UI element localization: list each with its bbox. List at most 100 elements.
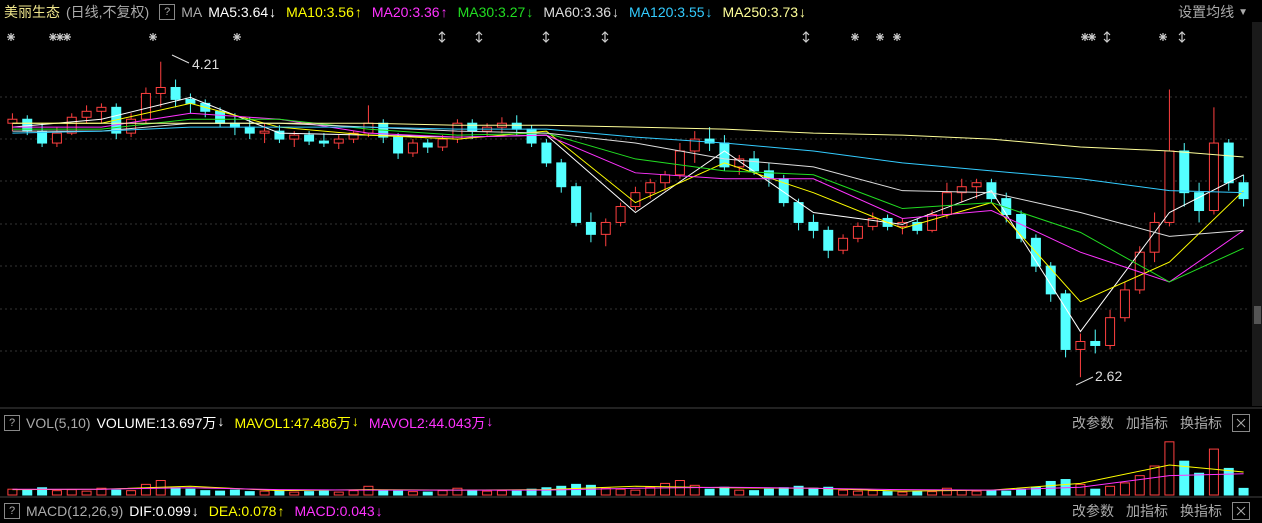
volume-bar [511,490,522,496]
scroll-thumb[interactable] [1254,306,1261,324]
candle-body [927,213,938,231]
volume-bar [452,487,463,496]
annotation-arrow [1075,376,1094,386]
help-button[interactable]: ? [4,415,20,431]
button[interactable]: 加指标 [1126,415,1168,431]
candle-body [185,98,196,104]
volume-bar [882,491,893,496]
legend-label: DEA:0.078 [208,503,277,519]
vol-header: ? VOL(5,10) VOLUME:13.697万 ↓ MAVOL1:47.486… [0,412,509,434]
volume-bar [912,490,923,496]
button[interactable]: 改参数 [1072,415,1114,431]
star-icon [1088,33,1096,41]
candle-body [1208,142,1219,212]
candle-body [674,150,685,176]
candle-body [1105,317,1116,346]
macd-header: ? MACD(12,26,9) DIF:0.099 ↓ DEA:0.078 ↑ MACD… [0,500,399,522]
volume-bar [437,490,448,496]
button[interactable]: 加指标 [1126,503,1168,519]
volume-bar [541,487,552,496]
volume-bar [615,488,626,496]
candle-body [274,130,285,140]
scrollbar[interactable] [1252,22,1262,406]
volume-bar [1090,488,1101,496]
volume-bar [1149,465,1160,496]
volume-bar [526,488,537,496]
candle-body [51,132,62,144]
button[interactable]: 换指标 [1180,503,1222,519]
candle-body [571,186,582,223]
candle-body [541,142,552,164]
candle-body [229,122,240,128]
info-icon [802,31,810,43]
mavol-line [12,473,1244,491]
candle-body [734,158,745,168]
info-icon [475,31,483,43]
candle-body [912,221,923,231]
trend-arrow: ↓ [375,503,383,519]
ma-settings[interactable]: 设置均线 ▼ [1166,1,1248,23]
candle-body [941,192,952,215]
legend-label: VOLUME:13.697万 [96,415,217,431]
legend-label: MA20:3.36 [371,4,440,20]
button[interactable]: 换指标 [1180,415,1222,431]
volume-bar [333,491,344,496]
star-icon [56,33,64,41]
candle-body [7,118,18,124]
volume-bar [407,491,418,496]
star-icon [149,33,157,41]
candle-body [1119,289,1130,319]
candle-body [645,182,656,194]
candle-body [96,106,107,112]
candle-body [1164,150,1175,223]
help-button[interactable]: ? [159,4,176,20]
volume-bar [1001,490,1012,496]
candle-body [348,132,359,140]
period: (日线,不复权) [66,4,150,20]
grid [0,96,1250,352]
trend-arrow: ↓ [217,413,225,429]
candle-body [155,86,166,94]
button[interactable]: 改参数 [1072,503,1114,519]
candle-body [526,128,537,144]
volume-bar [645,486,656,496]
ma-line [12,102,1244,303]
candle-body [467,122,478,132]
annotation-arrow [171,54,190,64]
ma-button[interactable]: 设置均线 [1178,4,1235,20]
volume-bar [244,491,255,496]
candle-body [1179,150,1190,194]
close-button[interactable] [1232,502,1250,520]
info-icon [542,31,550,43]
volume-bar [927,491,938,496]
trend-arrow: ↑ [440,4,448,20]
candle-body [1194,192,1205,212]
star-icon [893,33,901,41]
candle-body [363,122,374,134]
volume-bar [393,490,404,496]
legend-label: MA30:3.27 [457,4,526,20]
candle-body [289,134,300,140]
volume-bar [81,490,92,496]
volume-bar [719,486,730,496]
star-icon [1081,33,1089,41]
legend-label: MA10:3.56 [286,4,354,20]
trend-arrow: ↓ [351,413,359,429]
candle-body [407,142,418,154]
volume-bar [897,491,908,496]
volume-bar [348,490,359,496]
volume-bar [838,489,849,496]
candle-body [585,221,596,235]
volume-bar [22,489,33,496]
volume-bar [496,490,507,496]
legend-label: MACD:0.043 [294,503,375,519]
volume-bar [704,488,715,496]
candle-body [838,237,849,251]
volume-bar [304,491,315,496]
help-button[interactable]: ? [4,503,20,519]
close-button[interactable] [1232,414,1250,432]
ma-line [12,112,1244,283]
volume-bar [96,487,107,496]
macd-name: MACD(12,26,9) [26,503,124,519]
event-markers [7,31,1186,43]
